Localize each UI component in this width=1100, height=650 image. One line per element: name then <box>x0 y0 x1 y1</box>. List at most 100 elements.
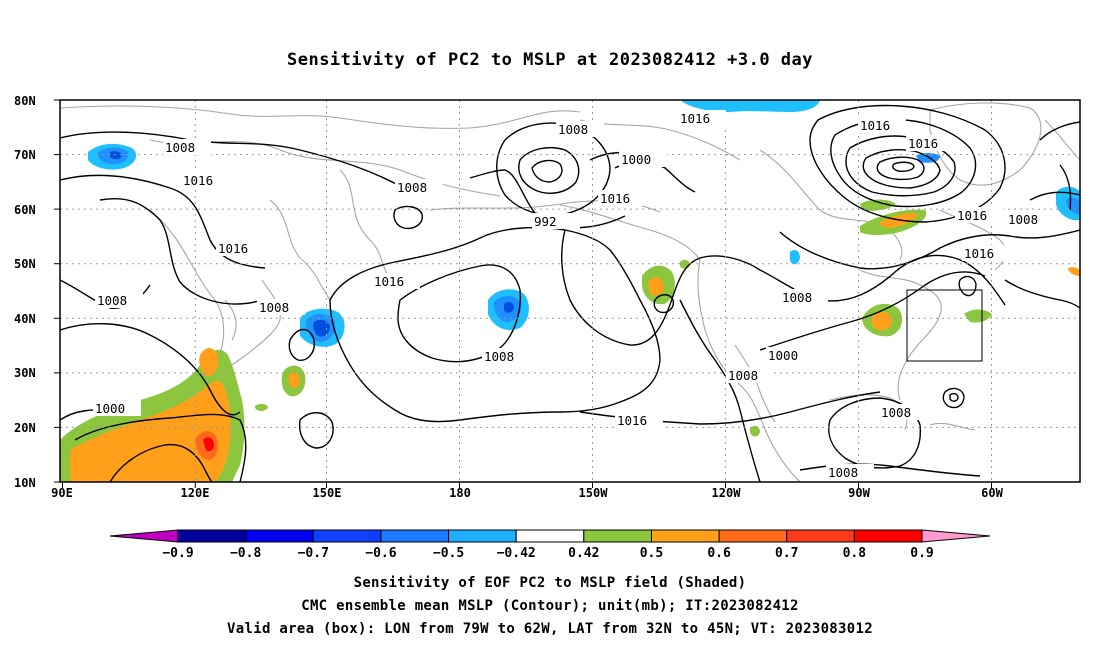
colorbar-swatch <box>786 529 855 543</box>
colorbar-swatch <box>515 529 585 543</box>
map-frame <box>59 99 1081 483</box>
svg-text:1008: 1008 <box>165 140 195 155</box>
lon-label: 60W <box>981 486 1003 500</box>
colorbar-swatch <box>177 529 247 543</box>
lat-label: 30N <box>14 366 36 380</box>
contour-label-15: 1016 <box>615 412 663 428</box>
colorbar-extend-low <box>109 529 179 543</box>
contour-label-9: 1008 <box>556 121 604 137</box>
colorbar-swatch <box>718 529 788 543</box>
colorbar-label: 0.5 <box>640 546 663 561</box>
latitude-labels: 80N 70N 60N 50N 40N 30N 20N 10N <box>14 94 36 490</box>
colorbar-label: −0.5 <box>433 546 464 561</box>
svg-text:1016: 1016 <box>964 246 994 261</box>
svg-text:1008: 1008 <box>97 293 127 308</box>
lon-label: 150W <box>579 486 609 500</box>
colorbar-swatch <box>583 529 652 543</box>
contour-label-19: 1008 <box>1006 211 1054 227</box>
colorbar-label: −0.42 <box>497 546 536 561</box>
lat-label: 60N <box>14 203 36 217</box>
svg-text:1016: 1016 <box>957 208 987 223</box>
lat-label: 40N <box>14 312 36 326</box>
contour-label-13: 992 <box>532 213 580 229</box>
contour-label-8: 1016 <box>372 273 420 289</box>
contour-label-4: 1008 <box>95 292 143 308</box>
svg-text:1008: 1008 <box>828 465 858 480</box>
contour-label-22: 1000 <box>766 347 814 363</box>
lat-label: 10N <box>14 476 36 490</box>
colorbar-swatch <box>380 529 450 543</box>
contour-label-7: 1008 <box>395 179 443 195</box>
svg-text:1008: 1008 <box>1008 212 1038 227</box>
svg-text:1016: 1016 <box>600 191 630 206</box>
contour-label-2: 1016 <box>181 172 229 188</box>
svg-text:1016: 1016 <box>617 413 647 428</box>
valid-area-box <box>906 289 983 362</box>
colorbar-label: −0.6 <box>365 546 396 561</box>
colorbar-swatch <box>245 529 314 543</box>
contour-label-11: 1016 <box>598 190 646 206</box>
lat-label: 20N <box>14 421 36 435</box>
lon-label: 90W <box>848 486 870 500</box>
lat-label: 70N <box>14 148 36 162</box>
graticule <box>60 100 1080 482</box>
page-title: Sensitivity of PC2 to MSLP at 2023082412… <box>286 50 813 70</box>
contour-label-18: 1016 <box>955 207 1003 223</box>
lat-label: 80N <box>14 94 36 108</box>
colorbar-label: 0.9 <box>910 546 933 561</box>
svg-text:1000: 1000 <box>768 348 798 363</box>
colorbar-label: −0.7 <box>298 546 329 561</box>
svg-text:1008: 1008 <box>397 180 427 195</box>
lat-label: 50N <box>14 257 36 271</box>
svg-text:1016: 1016 <box>183 173 213 188</box>
colorbar-swatch <box>448 529 517 543</box>
contour-label-16: 1016 <box>858 117 906 133</box>
contour-label-1: 1008 <box>163 139 211 155</box>
contour-label-3: 1016 <box>216 240 264 256</box>
colorbar-extend-high <box>921 529 991 543</box>
svg-text:1016: 1016 <box>680 111 710 126</box>
svg-text:1016: 1016 <box>374 274 404 289</box>
contour-label-14: 1008 <box>482 348 530 364</box>
mslp-contours <box>60 104 1080 482</box>
colorbar: −0.9 −0.8 −0.7 −0.6 −0.5 −0.42 0.42 0.5 0.6 0.7 0.… <box>109 529 991 561</box>
longitude-labels: 90E 120E 150E 180 150W 120W 90W 60W <box>51 486 1003 500</box>
svg-text:1008: 1008 <box>881 405 911 420</box>
contour-labels: 1008 1016 1016 1008 1008 1000 1008 1016 … <box>93 110 1054 480</box>
colorbar-label: 0.8 <box>843 546 867 561</box>
colorbar-label: 0.42 <box>568 546 599 561</box>
caption-valid-area: Valid area (box): LON from 79W to 62W, L… <box>227 621 873 637</box>
colorbar-label: 0.7 <box>775 546 798 561</box>
contour-label-6: 1000 <box>93 400 141 416</box>
contour-label-20: 1016 <box>962 245 1010 261</box>
contour-label-25: 1008 <box>826 464 874 480</box>
contour-label-17: 1016 <box>906 135 946 151</box>
caption-contour: CMC ensemble mean MSLP (Contour); unit(m… <box>301 598 799 614</box>
lon-label: 120E <box>181 486 210 500</box>
colorbar-label: 0.6 <box>707 546 731 561</box>
svg-text:1008: 1008 <box>484 349 514 364</box>
svg-text:1016: 1016 <box>218 241 248 256</box>
svg-text:1008: 1008 <box>558 122 588 137</box>
contour-label-21: 1008 <box>780 289 828 305</box>
sensitivity-shading <box>60 100 1080 482</box>
svg-text:1008: 1008 <box>259 300 289 315</box>
colorbar-label: −0.9 <box>162 546 193 561</box>
lon-label: 120W <box>712 486 742 500</box>
svg-text:1016: 1016 <box>908 136 938 151</box>
lon-label: 90E <box>51 486 73 500</box>
svg-text:992: 992 <box>534 214 557 229</box>
contour-label-10: 1016 <box>678 110 726 126</box>
colorbar-swatch <box>853 529 923 543</box>
svg-text:1000: 1000 <box>95 401 125 416</box>
contour-label-24: 1008 <box>879 404 927 420</box>
contour-label-23: 1008 <box>726 367 774 383</box>
colorbar-swatch <box>312 529 382 543</box>
svg-text:1008: 1008 <box>728 368 758 383</box>
svg-text:1000: 1000 <box>621 152 651 167</box>
svg-text:1008: 1008 <box>782 290 812 305</box>
lon-label: 150E <box>313 486 342 500</box>
svg-text:1016: 1016 <box>860 118 890 133</box>
contour-label-12: 1000 <box>619 151 667 167</box>
